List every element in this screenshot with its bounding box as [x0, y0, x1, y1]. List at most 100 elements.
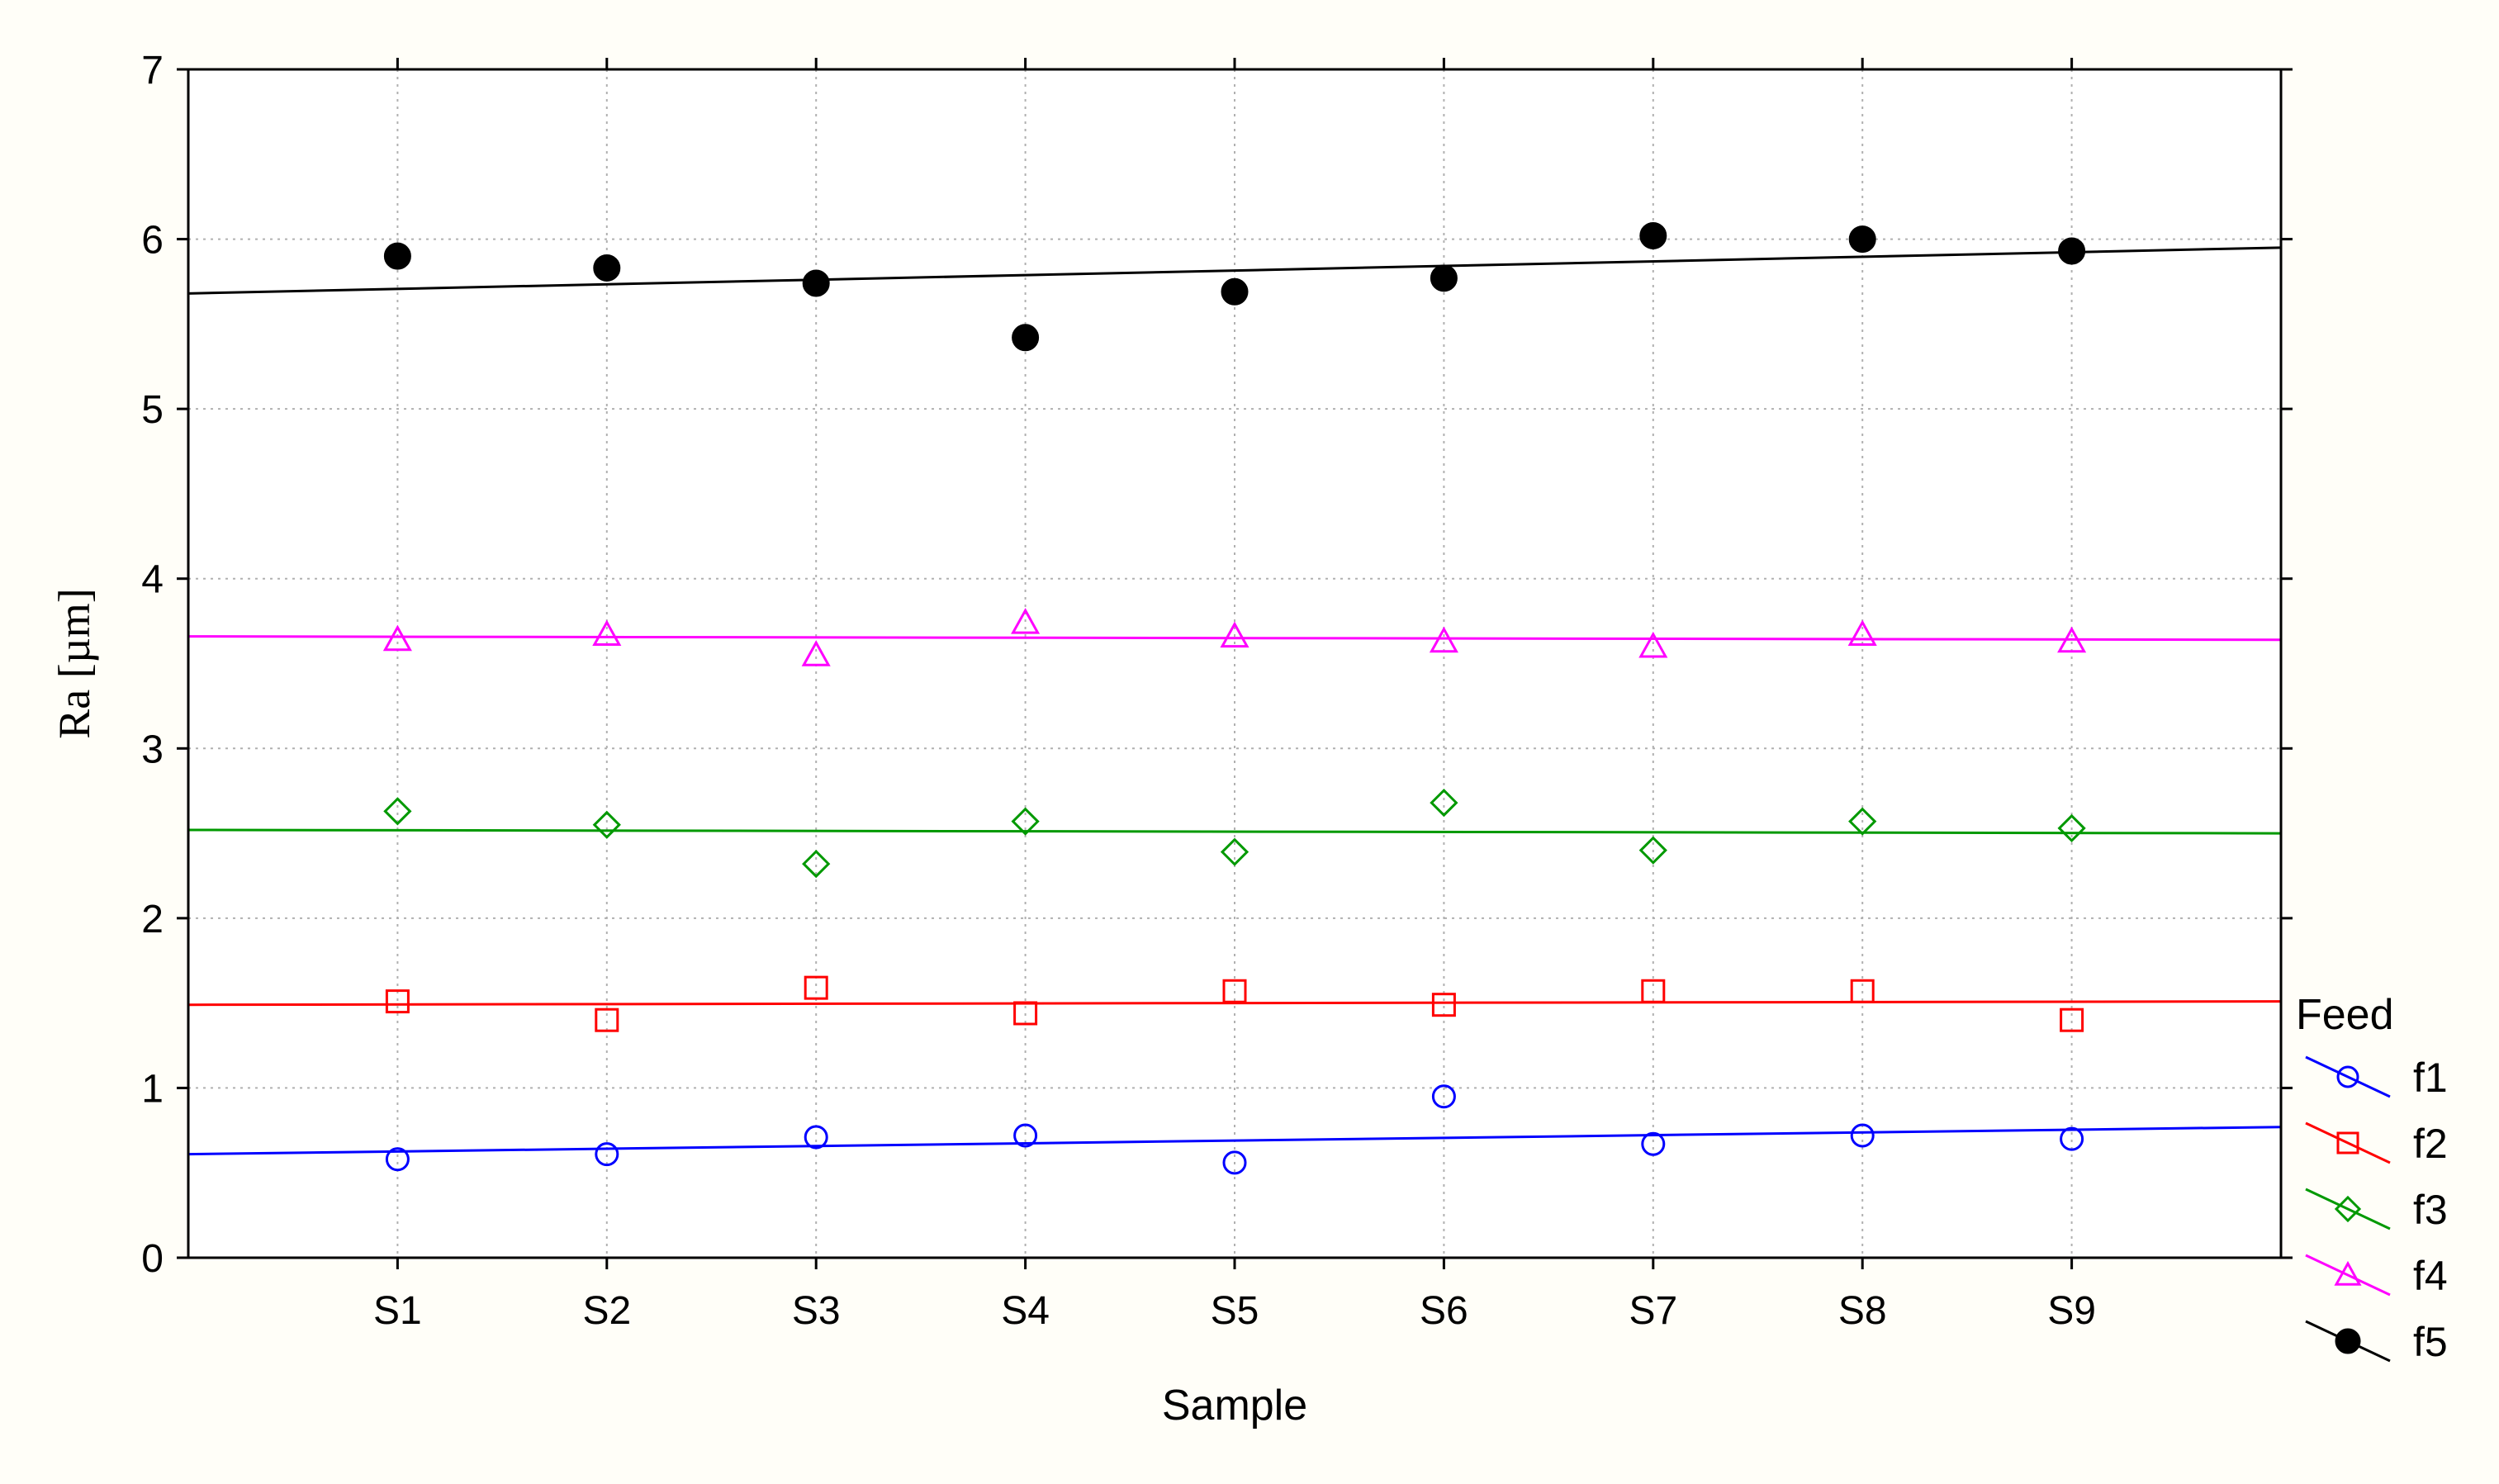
x-tick-label-s6: S6 — [1420, 1289, 1468, 1333]
point-f4-s3 — [801, 640, 831, 666]
point-f5-s1 — [383, 242, 411, 270]
point-f4-s5 — [1220, 621, 1250, 648]
point-f2-s9 — [2060, 1008, 2084, 1032]
legend-line-f4 — [2305, 1254, 2391, 1297]
plot-area — [188, 69, 2281, 1258]
marker-circle — [595, 1142, 619, 1167]
legend-marker-f4 — [2334, 1260, 2362, 1286]
marker-triangle — [1638, 631, 1668, 658]
marker-triangle — [1220, 621, 1250, 648]
marker-diamond — [1848, 807, 1877, 836]
legend-label-f1: f1 — [2413, 1055, 2448, 1101]
point-f4-s4 — [1011, 608, 1041, 634]
marker-triangle — [2334, 1260, 2362, 1286]
point-f2-s7 — [1641, 979, 1666, 1003]
legend-line-f2 — [2305, 1121, 2391, 1164]
y-tick-label: 0 — [141, 1237, 164, 1281]
x-tick-label-s8: S8 — [1838, 1289, 1887, 1333]
point-f1-s4 — [1013, 1123, 1038, 1148]
marker-diamond — [1011, 807, 1040, 836]
marker-triangle — [801, 640, 831, 666]
point-f1-s3 — [804, 1125, 828, 1150]
x-tick-label-s9: S9 — [2047, 1289, 2096, 1333]
marker-diamond — [1638, 836, 1667, 865]
point-f4-s1 — [382, 624, 412, 652]
y-tick-label: 5 — [141, 388, 164, 432]
marker-dot — [2058, 237, 2086, 265]
marker-square — [2060, 1008, 2084, 1032]
marker-triangle — [1847, 619, 1877, 647]
x-tick-label-s3: S3 — [792, 1289, 841, 1333]
marker-square — [1850, 979, 1875, 1003]
y-tick-label: 4 — [141, 558, 164, 602]
point-f5-s5 — [1221, 277, 1249, 306]
marker-triangle — [1429, 626, 1458, 653]
marker-dot — [802, 269, 830, 297]
marker-circle — [804, 1125, 828, 1150]
point-f5-s6 — [1430, 264, 1458, 292]
marker-square — [1431, 993, 1456, 1017]
legend-marker-f3 — [2334, 1195, 2362, 1223]
legend-item-f4: f4 — [2305, 1253, 2448, 1299]
marker-triangle — [2057, 626, 2087, 653]
x-tick-label-s5: S5 — [1211, 1289, 1259, 1333]
point-f3-s4 — [1011, 807, 1040, 836]
point-f1-s8 — [1850, 1123, 1875, 1148]
marker-diamond — [2057, 813, 2086, 843]
point-f4-s2 — [592, 619, 622, 647]
point-f4-s7 — [1638, 631, 1668, 658]
axis-ticks: 0 1 2 3 4 5 6 7 S1 S2 S3 S4 S5 S6 S7 S8 S9 — [141, 49, 2293, 1333]
marker-diamond — [802, 849, 831, 879]
marker-diamond — [383, 797, 412, 826]
point-f3-s5 — [1220, 837, 1250, 866]
marker-dot — [1012, 324, 1040, 352]
marker-circle — [2336, 1065, 2359, 1088]
marker-triangle — [1011, 608, 1041, 634]
marker-square — [1641, 979, 1666, 1003]
point-f4-s9 — [2057, 626, 2087, 653]
marker-diamond — [1220, 837, 1250, 866]
point-f2-s5 — [1222, 979, 1247, 1003]
point-f3-s1 — [383, 797, 412, 826]
x-tick-label-s2: S2 — [582, 1289, 631, 1333]
grid-lines — [188, 69, 2281, 1258]
point-f5-s7 — [1639, 221, 1667, 249]
data-points — [382, 221, 2087, 1175]
x-tick-label-s7: S7 — [1629, 1289, 1677, 1333]
y-tick-label: 6 — [141, 219, 164, 263]
point-f1-s9 — [2060, 1126, 2084, 1151]
point-f2-s8 — [1850, 979, 1875, 1003]
point-f5-s8 — [1848, 225, 1876, 254]
marker-circle — [1850, 1123, 1875, 1148]
legend-marker-f1 — [2336, 1065, 2359, 1088]
marker-dot — [2335, 1328, 2361, 1354]
point-f1-s6 — [1431, 1084, 1456, 1109]
legend-label-f2: f2 — [2413, 1121, 2448, 1167]
marker-dot — [593, 254, 621, 282]
point-f1-s5 — [1222, 1150, 1247, 1175]
point-f2-s6 — [1431, 993, 1456, 1017]
marker-circle — [1431, 1084, 1456, 1109]
marker-square — [1222, 979, 1247, 1003]
y-axis-title: Ra [µm] — [50, 588, 99, 739]
marker-circle — [1641, 1131, 1666, 1156]
marker-circle — [1222, 1150, 1247, 1175]
legend-label-f5: f5 — [2413, 1319, 2448, 1365]
point-f2-s3 — [804, 975, 828, 1000]
point-f3-s2 — [592, 810, 621, 839]
legend-label-f4: f4 — [2413, 1253, 2448, 1299]
marker-circle — [2060, 1126, 2084, 1151]
legend-item-f2: f2 — [2305, 1121, 2448, 1167]
legend-item-f5: f5 — [2305, 1319, 2448, 1365]
fit-line-f3 — [187, 828, 2282, 835]
fit-line-f1 — [187, 1126, 2282, 1156]
marker-diamond — [2334, 1195, 2362, 1223]
point-f3-s8 — [1848, 807, 1877, 836]
point-f5-s3 — [802, 269, 830, 297]
x-tick-label-s4: S4 — [1001, 1289, 1050, 1333]
point-f5-s9 — [2058, 237, 2086, 265]
marker-triangle — [382, 624, 412, 652]
legend-marker-f5 — [2335, 1328, 2361, 1354]
x-tick-label-s1: S1 — [373, 1289, 422, 1333]
